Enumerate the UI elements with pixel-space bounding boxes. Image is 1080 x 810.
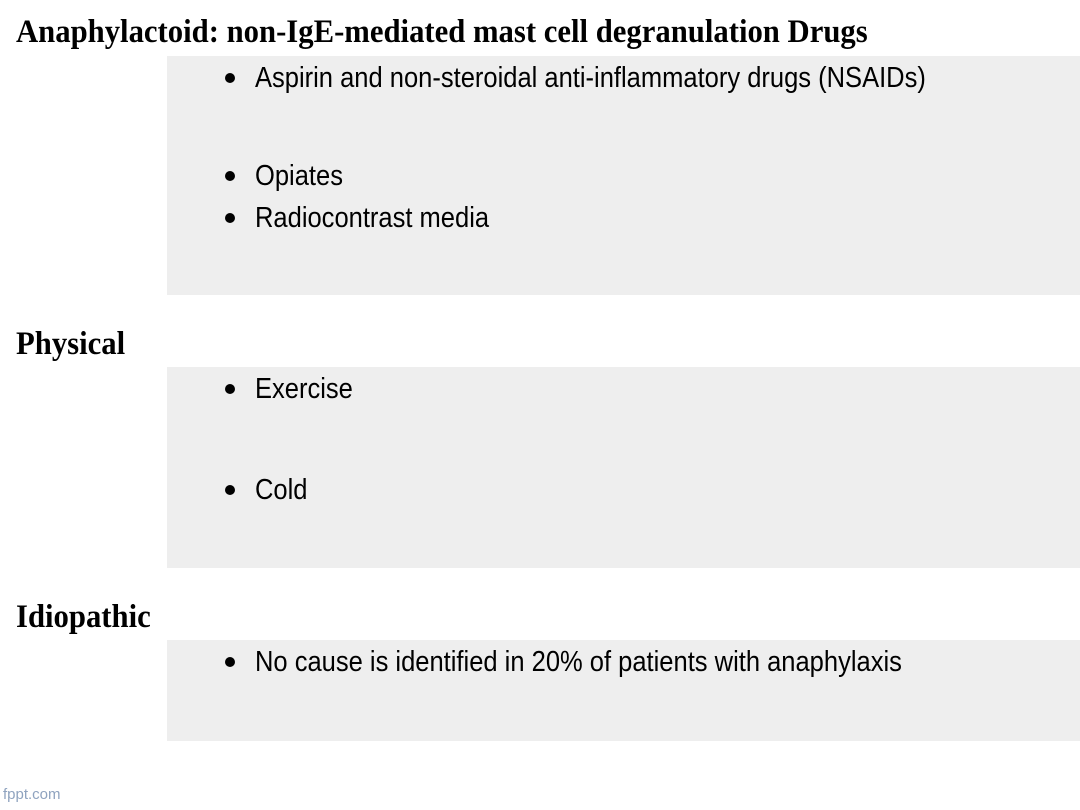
list-item: No cause is identified in 20% of patient…	[225, 644, 990, 680]
list-item-text: Radiocontrast media	[255, 202, 490, 234]
section-heading-idiopathic: Idiopathic	[16, 599, 151, 635]
bullet-icon	[225, 213, 235, 223]
list-item: Aspirin and non-steroidal anti-inflammat…	[225, 60, 1017, 96]
bullet-icon	[225, 384, 235, 394]
section-box-physical: Exercise Cold	[167, 367, 1080, 568]
watermark: fppt.com	[3, 786, 61, 803]
section-box-anaphylactoid: Aspirin and non-steroidal anti-inflammat…	[167, 56, 1080, 295]
list-item: Opiates	[225, 158, 355, 194]
bullet-icon	[225, 485, 235, 495]
list-item: Cold	[225, 472, 315, 508]
section-heading-physical: Physical	[16, 326, 126, 362]
list-item-text: Aspirin and non-steroidal anti-inflammat…	[255, 62, 926, 94]
bullet-icon	[225, 73, 235, 83]
section-box-idiopathic: No cause is identified in 20% of patient…	[167, 640, 1080, 741]
list-item-text: No cause is identified in 20% of patient…	[255, 646, 902, 678]
list-item: Radiocontrast media	[225, 200, 521, 236]
list-item: Exercise	[225, 371, 366, 407]
list-item-text: Opiates	[255, 160, 343, 192]
bullet-icon	[225, 171, 235, 181]
section-heading-anaphylactoid: Anaphylactoid: non-IgE-mediated mast cel…	[16, 14, 868, 50]
bullet-icon	[225, 657, 235, 667]
list-item-text: Cold	[255, 474, 308, 506]
list-item-text: Exercise	[255, 373, 353, 405]
